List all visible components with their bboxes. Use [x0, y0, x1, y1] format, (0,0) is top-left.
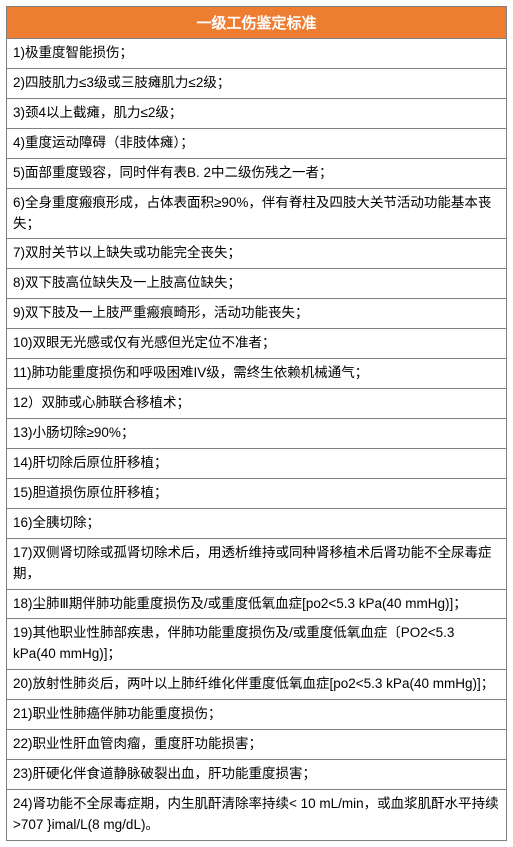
table-body: 1)极重度智能损伤；2)四肢肌力≤3级或三肢瘫肌力≤2级；3)颈4以上截瘫，肌力… — [7, 39, 506, 840]
table-row: 3)颈4以上截瘫，肌力≤2级； — [7, 99, 506, 129]
table-row: 15)胆道损伤原位肝移植； — [7, 479, 506, 509]
table-row: 22)职业性肝血管肉瘤，重度肝功能损害； — [7, 730, 506, 760]
table-row: 14)肝切除后原位肝移植； — [7, 449, 506, 479]
table-row: 6)全身重度瘢痕形成，占体表面积≥90%，伴有脊柱及四肢大关节活动功能基本丧失； — [7, 189, 506, 240]
table-row: 23)肝硬化伴食道静脉破裂出血，肝功能重度损害； — [7, 760, 506, 790]
table-row: 1)极重度智能损伤； — [7, 39, 506, 69]
table-row: 2)四肢肌力≤3级或三肢瘫肌力≤2级； — [7, 69, 506, 99]
table-row: 21)职业性肺癌伴肺功能重度损伤； — [7, 700, 506, 730]
table-row: 24)肾功能不全尿毒症期，内生肌酐清除率持续< 10 mL/min，或血浆肌酐水… — [7, 790, 506, 840]
table-row: 19)其他职业性肺部疾患，伴肺功能重度损伤及/或重度低氧血症〔PO2<5.3 k… — [7, 619, 506, 670]
table-row: 5)面部重度毁容，同时伴有表B. 2中二级伤残之一者； — [7, 159, 506, 189]
table-row: 11)肺功能重度损伤和呼吸困难IV级，需终生依赖机械通气； — [7, 359, 506, 389]
table-row: 20)放射性肺炎后，两叶以上肺纤维化伴重度低氧血症[po2<5.3 kPa(40… — [7, 670, 506, 700]
table-row: 16)全胰切除； — [7, 509, 506, 539]
table-row: 12）双肺或心肺联合移植术； — [7, 389, 506, 419]
table-title: 一级工伤鉴定标准 — [7, 7, 506, 39]
table-row: 8)双下肢高位缺失及一上肢高位缺失； — [7, 269, 506, 299]
table-row: 9)双下肢及一上肢严重瘢痕畸形，活动功能丧失； — [7, 299, 506, 329]
table-row: 7)双肘关节以上缺失或功能完全丧失； — [7, 239, 506, 269]
table-row: 18)尘肺Ⅲ期伴肺功能重度损伤及/或重度低氧血症[po2<5.3 kPa(40 … — [7, 590, 506, 620]
table-row: 4)重度运动障碍（非肢体瘫）； — [7, 129, 506, 159]
table-row: 10)双眼无光感或仅有光感但光定位不准者； — [7, 329, 506, 359]
table-row: 13)小肠切除≥90%； — [7, 419, 506, 449]
standards-table: 一级工伤鉴定标准 1)极重度智能损伤；2)四肢肌力≤3级或三肢瘫肌力≤2级；3)… — [6, 6, 507, 841]
table-row: 17)双侧肾切除或孤肾切除术后，用透析维持或同种肾移植术后肾功能不全尿毒症期， — [7, 539, 506, 590]
